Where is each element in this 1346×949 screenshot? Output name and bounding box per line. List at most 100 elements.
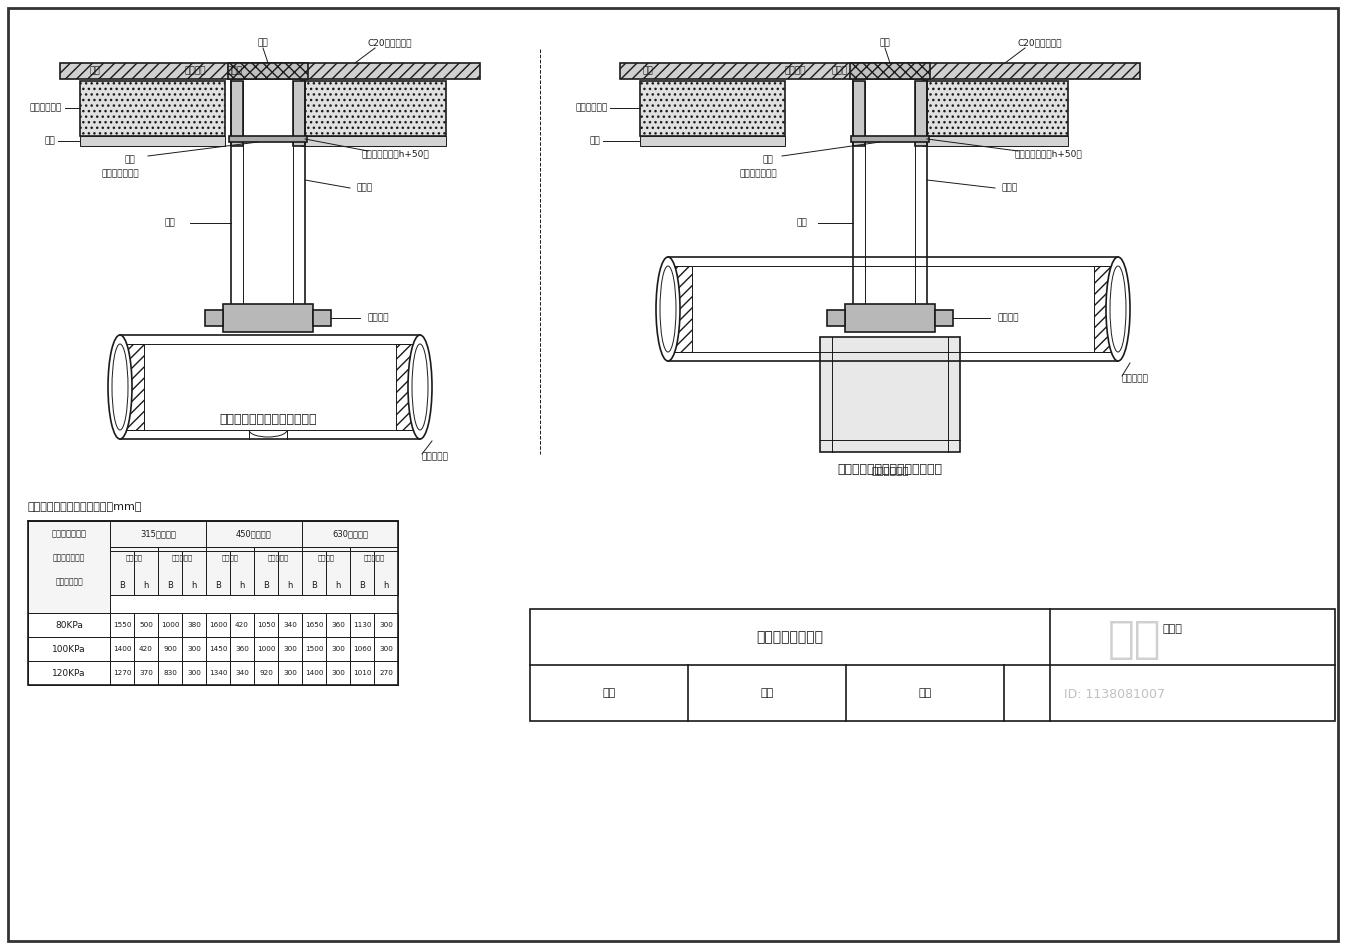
Bar xyxy=(230,637,254,661)
Text: 井盖座: 井盖座 xyxy=(832,66,848,76)
Bar xyxy=(279,637,302,661)
Bar xyxy=(851,136,929,142)
Text: 300: 300 xyxy=(283,670,297,676)
Text: B: B xyxy=(359,582,365,590)
Text: 1130: 1130 xyxy=(353,622,371,628)
Bar xyxy=(223,304,314,332)
Text: 鞍形接头: 鞍形接头 xyxy=(367,313,389,323)
Text: 校对: 校对 xyxy=(760,688,774,698)
Text: 经压实处理后: 经压实处理后 xyxy=(55,578,83,586)
Bar xyxy=(157,613,182,637)
Text: 100KPa: 100KPa xyxy=(52,644,86,654)
Text: 审核: 审核 xyxy=(603,688,615,698)
Bar xyxy=(350,551,374,595)
Bar xyxy=(326,551,350,595)
Text: 特性值（回填土: 特性值（回填土 xyxy=(52,553,85,563)
Text: 300: 300 xyxy=(187,646,201,652)
Bar xyxy=(350,637,374,661)
Bar xyxy=(135,661,157,685)
Text: 井盖座: 井盖座 xyxy=(227,66,244,76)
Text: h: h xyxy=(384,582,389,590)
Bar xyxy=(254,661,279,685)
Text: 1000: 1000 xyxy=(160,622,179,628)
Text: h: h xyxy=(287,582,292,590)
Text: B: B xyxy=(215,582,221,590)
Text: 消防车道: 消防车道 xyxy=(222,555,238,561)
Text: h: h xyxy=(143,582,148,590)
Text: 井圈: 井圈 xyxy=(880,39,890,47)
Bar xyxy=(28,521,398,685)
Bar xyxy=(28,637,110,661)
Bar xyxy=(326,661,350,685)
Bar xyxy=(326,637,350,661)
Bar xyxy=(374,551,398,595)
Text: 450防护盖座: 450防护盖座 xyxy=(236,530,272,538)
Text: 900: 900 xyxy=(163,646,176,652)
Text: 1000: 1000 xyxy=(257,646,275,652)
Text: 埋地排水管: 埋地排水管 xyxy=(423,453,448,461)
Bar xyxy=(110,547,157,569)
Text: 360: 360 xyxy=(236,646,249,652)
Text: 300: 300 xyxy=(283,646,297,652)
Text: 防护盖座基础尺寸选用表：（mm）: 防护盖座基础尺寸选用表：（mm） xyxy=(28,502,143,512)
Text: 护套管（高度）h+50）: 护套管（高度）h+50） xyxy=(1014,150,1082,158)
Text: 井圈: 井圈 xyxy=(257,39,268,47)
Bar xyxy=(279,551,302,595)
Text: 图集号: 图集号 xyxy=(1162,624,1182,634)
Bar xyxy=(923,81,1067,136)
Bar xyxy=(254,613,279,637)
Text: 设计: 设计 xyxy=(918,688,931,698)
Text: 承压井盖: 承压井盖 xyxy=(184,66,206,76)
Text: B: B xyxy=(118,582,125,590)
Text: 道路: 道路 xyxy=(642,66,653,76)
Bar xyxy=(396,344,419,430)
Bar xyxy=(232,81,244,146)
Text: 270: 270 xyxy=(380,670,393,676)
Text: 垫层: 垫层 xyxy=(590,137,600,145)
Text: 知末: 知末 xyxy=(1108,618,1162,661)
Bar xyxy=(374,637,398,661)
Text: 300: 300 xyxy=(331,670,345,676)
Text: 防护盖座基础: 防护盖座基础 xyxy=(576,103,608,113)
Bar xyxy=(206,521,302,547)
Bar xyxy=(157,637,182,661)
Text: 井筒: 井筒 xyxy=(797,218,808,228)
Text: 汇入管: 汇入管 xyxy=(357,183,373,193)
Bar xyxy=(845,304,935,332)
Bar xyxy=(1094,266,1116,352)
Bar xyxy=(206,547,254,569)
Text: 承压井盖: 承压井盖 xyxy=(785,66,806,76)
Text: 80KPa: 80KPa xyxy=(55,621,83,629)
Text: 630防护盖座: 630防护盖座 xyxy=(332,530,367,538)
Bar xyxy=(206,551,230,595)
Bar xyxy=(182,613,206,637)
Text: h: h xyxy=(240,582,245,590)
Text: 1550: 1550 xyxy=(113,622,132,628)
Text: 500: 500 xyxy=(139,622,153,628)
Text: 消防车道: 消防车道 xyxy=(125,555,143,561)
Text: 道路: 道路 xyxy=(90,66,101,76)
Text: 300: 300 xyxy=(380,622,393,628)
Bar xyxy=(230,613,254,637)
Text: 1650: 1650 xyxy=(304,622,323,628)
Text: 340: 340 xyxy=(236,670,249,676)
Text: 有防护井盖检查井（有流槽）: 有防护井盖检查井（有流槽） xyxy=(219,413,316,425)
Bar xyxy=(350,547,398,569)
Bar xyxy=(230,551,254,595)
Bar xyxy=(206,637,230,661)
Bar xyxy=(110,661,135,685)
Text: 消防车道: 消防车道 xyxy=(318,555,335,561)
Bar xyxy=(302,136,446,146)
Text: 1050: 1050 xyxy=(257,622,275,628)
Bar xyxy=(229,136,307,142)
Bar xyxy=(230,661,254,685)
Text: C20细石混凝土: C20细石混凝土 xyxy=(1018,39,1062,47)
Ellipse shape xyxy=(408,335,432,439)
Bar xyxy=(254,637,279,661)
Text: 300: 300 xyxy=(380,646,393,652)
Text: 聚氨酯胶泥嵌缝: 聚氨酯胶泥嵌缝 xyxy=(739,170,777,178)
Bar xyxy=(326,613,350,637)
Text: h: h xyxy=(191,582,197,590)
Bar xyxy=(302,613,326,637)
Bar xyxy=(135,637,157,661)
